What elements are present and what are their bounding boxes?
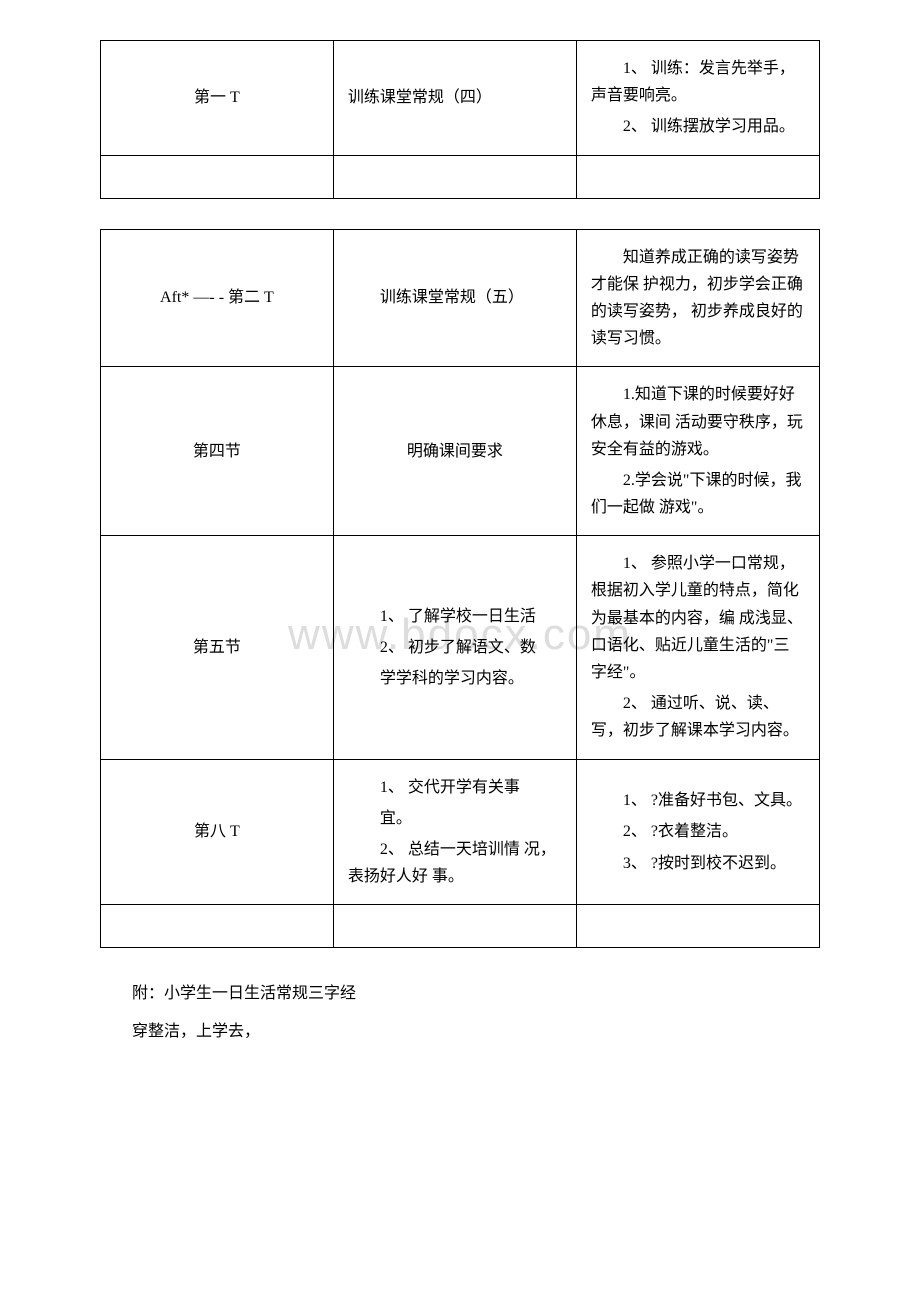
page-content: 第一 T 训练课堂常规（四） 1、 训练：发言先举手，声音要响亮。 2、 训练摆…: [30, 40, 890, 1048]
cell-line: 2、 ?衣着整洁。: [591, 818, 805, 845]
cell-line: 2、 通过听、说、读、写，初步了解课本学习内容。: [591, 690, 805, 744]
cell-line: 1、 训练：发言先举手，声音要响亮。: [591, 55, 805, 109]
cell-line: 2、 训练摆放学习用品。: [591, 113, 805, 140]
cell-topic: 训练课堂常规（四）: [333, 41, 576, 156]
table-row: 第四节 明确课间要求 1.知道下课的时候要好好休息，课间 活动要守秩序，玩安全有…: [101, 367, 820, 536]
cell-detail: 1、 训练：发言先举手，声音要响亮。 2、 训练摆放学习用品。: [576, 41, 819, 156]
cell-line: 1、 参照小学一口常规，根据初入学儿童的特点，简化为最基本的内容，编 成浅显、口…: [591, 550, 805, 686]
table-row-empty: [101, 155, 820, 198]
cell-empty: [101, 905, 334, 948]
cell-line: 知道养成正确的读写姿势才能保 护视力，初步学会正确的读写姿势， 初步养成良好的读…: [591, 244, 805, 353]
cell-line: 明确课间要求: [407, 443, 503, 460]
table-row: 第一 T 训练课堂常规（四） 1、 训练：发言先举手，声音要响亮。 2、 训练摆…: [101, 41, 820, 156]
cell-line: 1、 交代开学有关事: [348, 774, 562, 801]
cell-topic: 1、 了解学校一日生活 2、 初步了解语文、数 学学科的学习内容。: [333, 536, 576, 759]
cell-line: 2.学会说"下课的时候，我们一起做 游戏"。: [591, 467, 805, 521]
cell-topic: 1、 交代开学有关事 宜。 2、 总结一天培训情 况，表扬好人好 事。: [333, 759, 576, 905]
cell-line: 宜。: [348, 805, 562, 832]
table-1: 第一 T 训练课堂常规（四） 1、 训练：发言先举手，声音要响亮。 2、 训练摆…: [100, 40, 820, 199]
table-row-empty: [101, 905, 820, 948]
cell-period: 第五节: [101, 536, 334, 759]
cell-detail: 1、 ?准备好书包、文具。 2、 ?衣着整洁。 3、 ?按时到校不迟到。: [576, 759, 819, 905]
cell-line: 学学科的学习内容。: [348, 665, 562, 692]
cell-detail: 知道养成正确的读写姿势才能保 护视力，初步学会正确的读写姿势， 初步养成良好的读…: [576, 229, 819, 367]
table-2: Aft* —- - 第二 T 训练课堂常规（五） 知道养成正确的读写姿势才能保 …: [100, 229, 820, 949]
cell-line: 2、 总结一天培训情 况，表扬好人好 事。: [348, 836, 562, 890]
footer-line: 穿整洁，上学去，: [100, 1016, 820, 1048]
cell-empty: [576, 905, 819, 948]
cell-line: 2、 初步了解语文、数: [348, 634, 562, 661]
cell-topic: 明确课间要求: [333, 367, 576, 536]
footer-paragraphs: 附：小学生一日生活常规三字经 穿整洁，上学去，: [100, 978, 820, 1048]
cell-line: 训练课堂常规（五）: [348, 284, 562, 311]
cell-line: 1、 了解学校一日生活: [348, 603, 562, 630]
cell-empty: [333, 155, 576, 198]
footer-line: 附：小学生一日生活常规三字经: [100, 978, 820, 1010]
cell-period: 第四节: [101, 367, 334, 536]
cell-period: 第八 T: [101, 759, 334, 905]
cell-empty: [101, 155, 334, 198]
cell-line: 1.知道下课的时候要好好休息，课间 活动要守秩序，玩安全有益的游戏。: [591, 381, 805, 463]
cell-line: 1、 ?准备好书包、文具。: [591, 787, 805, 814]
cell-period: 第一 T: [101, 41, 334, 156]
table-row: Aft* —- - 第二 T 训练课堂常规（五） 知道养成正确的读写姿势才能保 …: [101, 229, 820, 367]
table-row: 第五节 1、 了解学校一日生活 2、 初步了解语文、数 学学科的学习内容。 1、…: [101, 536, 820, 759]
cell-period: Aft* —- - 第二 T: [101, 229, 334, 367]
table-row: 第八 T 1、 交代开学有关事 宜。 2、 总结一天培训情 况，表扬好人好 事。…: [101, 759, 820, 905]
cell-detail: 1.知道下课的时候要好好休息，课间 活动要守秩序，玩安全有益的游戏。 2.学会说…: [576, 367, 819, 536]
cell-empty: [576, 155, 819, 198]
cell-topic: 训练课堂常规（五）: [333, 229, 576, 367]
cell-line: 3、 ?按时到校不迟到。: [591, 850, 805, 877]
cell-detail: 1、 参照小学一口常规，根据初入学儿童的特点，简化为最基本的内容，编 成浅显、口…: [576, 536, 819, 759]
cell-empty: [333, 905, 576, 948]
